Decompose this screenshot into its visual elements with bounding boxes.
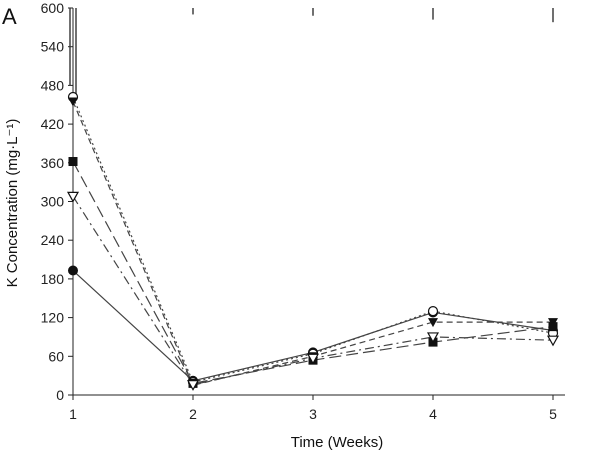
x-tick-label: 5 xyxy=(549,406,557,422)
x-tick-label: 3 xyxy=(309,406,317,422)
data-point xyxy=(306,353,320,365)
y-tick-label: 480 xyxy=(41,77,65,93)
x-tick-label: 1 xyxy=(69,406,77,422)
x-tick-label: 4 xyxy=(429,406,437,422)
data-point xyxy=(186,380,200,391)
data-point xyxy=(68,265,78,276)
panel-label: A xyxy=(2,4,17,29)
data-point xyxy=(546,335,560,347)
data-point xyxy=(66,191,80,203)
data-point xyxy=(428,318,438,328)
y-tick-label: 240 xyxy=(41,232,65,248)
x-axis-title: Time (Weeks) xyxy=(291,434,384,451)
series-markers xyxy=(66,91,560,391)
data-point xyxy=(427,306,439,317)
y-tick-label: 60 xyxy=(48,348,64,364)
y-tick-label: 600 xyxy=(41,0,65,16)
series-lines xyxy=(72,96,554,387)
series-line-1 xyxy=(72,96,554,383)
axes: 0 60 120 180 240 300 360 420 480 540 600 1 2 3 4 5 xyxy=(41,0,565,422)
series-line-2 xyxy=(72,101,553,387)
data-point xyxy=(68,157,78,167)
y-tick-label: 420 xyxy=(41,116,65,132)
y-tick-label: 120 xyxy=(41,310,65,326)
data-point xyxy=(548,322,558,332)
y-tick-label: 0 xyxy=(56,387,64,403)
y-tick-label: 540 xyxy=(41,39,65,55)
y-tick-label: 180 xyxy=(41,271,65,287)
data-point xyxy=(426,332,440,344)
y-tick-label: 360 xyxy=(41,155,65,171)
error-bars xyxy=(69,8,554,96)
data-point xyxy=(68,97,78,107)
y-tick-label: 300 xyxy=(41,194,65,210)
y-axis-title: K Concentration (mg·L⁻¹) xyxy=(4,119,21,288)
x-tick-label: 2 xyxy=(189,406,197,422)
